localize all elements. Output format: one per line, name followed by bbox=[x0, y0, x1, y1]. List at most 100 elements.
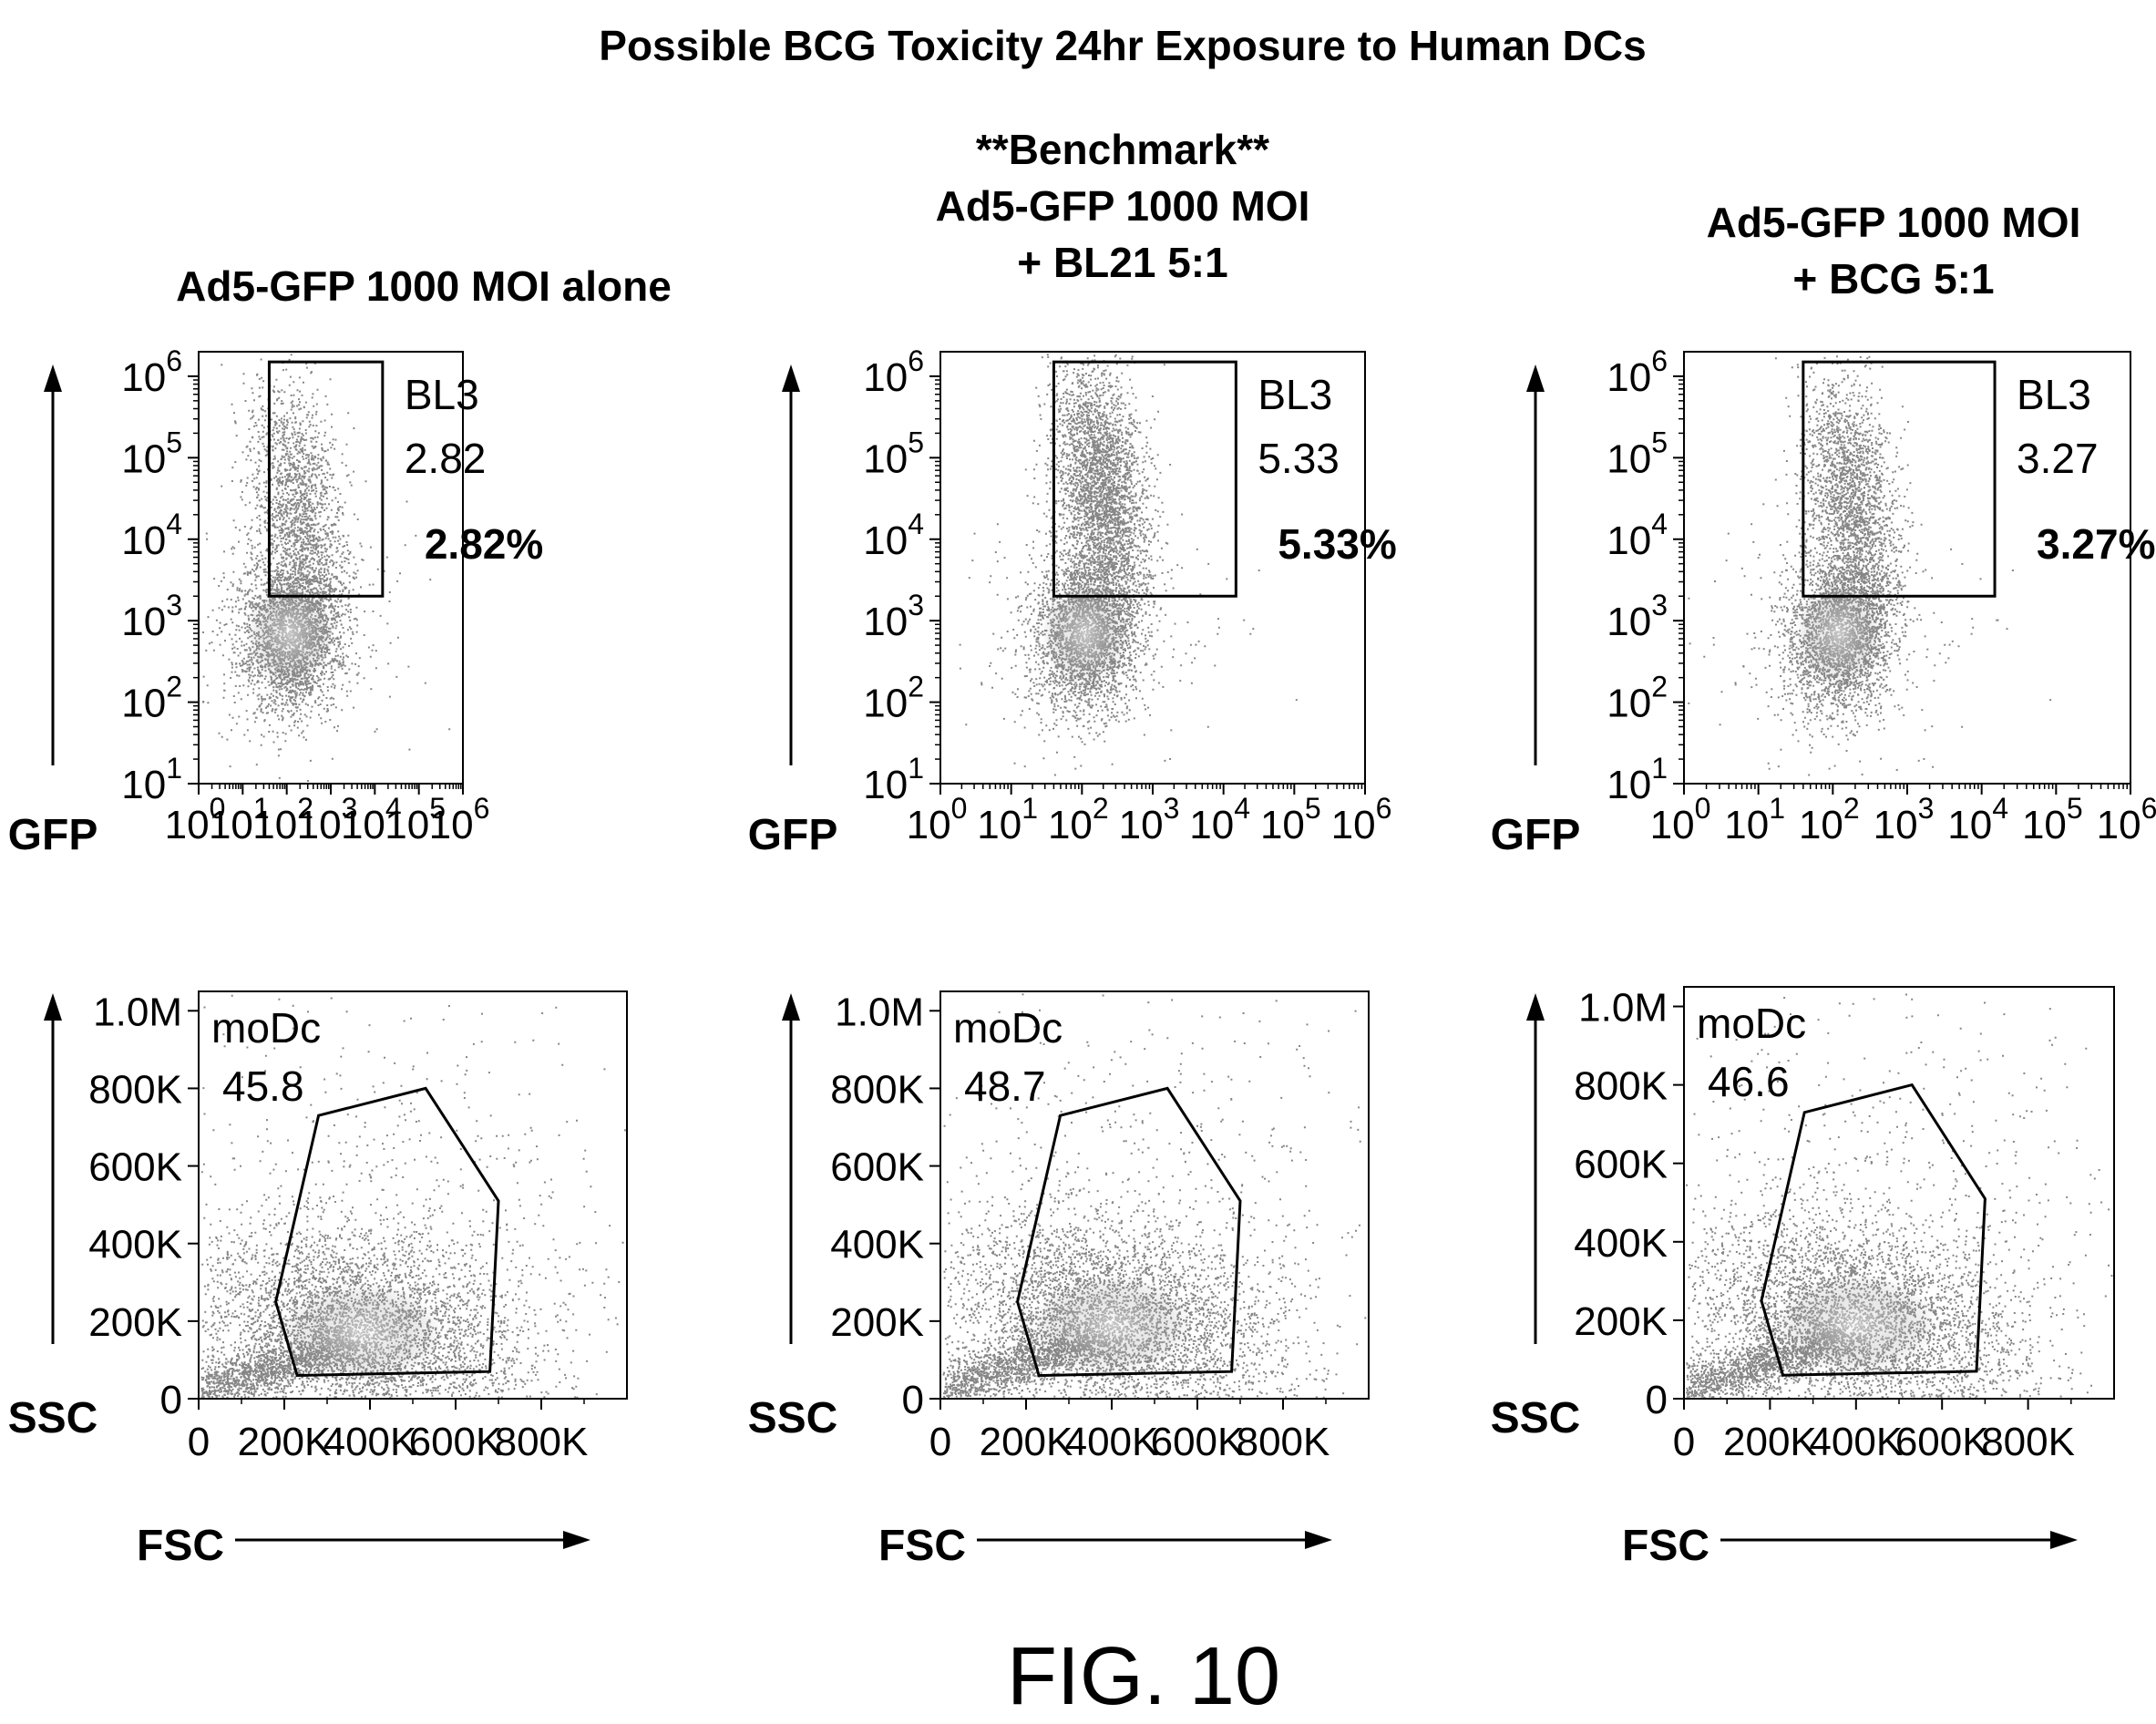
tick-base: 10 bbox=[863, 518, 908, 563]
gate-value: 48.7 bbox=[964, 1062, 1046, 1110]
x-axis-label: FSC bbox=[1622, 1522, 1709, 1570]
y-tick-label: 103 bbox=[863, 589, 924, 644]
y-tick-label: 0 bbox=[902, 1378, 924, 1422]
x-tick-label: 106 bbox=[2097, 792, 2156, 847]
y-tick-label: 104 bbox=[863, 508, 924, 563]
x-axis-arrowhead bbox=[563, 1531, 590, 1549]
tick-exponent: 2 bbox=[1843, 792, 1860, 825]
y-axis-arrowhead bbox=[1526, 364, 1545, 392]
tick-base: 10 bbox=[2022, 803, 2067, 847]
y-axis-label: GFP bbox=[1491, 811, 1581, 859]
population-core bbox=[1794, 580, 1883, 687]
gate-value: 3.27 bbox=[2017, 435, 2099, 482]
tick-base: 10 bbox=[863, 682, 908, 726]
y-tick-label: 104 bbox=[1607, 508, 1668, 563]
tick-base: 10 bbox=[1189, 803, 1234, 847]
tick-base: 10 bbox=[1607, 355, 1651, 400]
panel-title-line: Ad5-GFP 1000 MOI alone bbox=[176, 262, 672, 310]
ssc-fsc-scatter-panel: 0 200K400K600K800K0200K400K600K800K1.0MSS… bbox=[1491, 986, 2115, 1570]
gate-value: 46.6 bbox=[1708, 1058, 1790, 1105]
population-core bbox=[1773, 1274, 1938, 1375]
y-tick-label: 0 bbox=[160, 1378, 182, 1422]
y-tick-label: 105 bbox=[121, 426, 182, 481]
y-axis-arrowhead bbox=[44, 993, 62, 1021]
y-axis-arrowhead bbox=[44, 364, 62, 392]
y-tick-label: 106 bbox=[1607, 344, 1668, 400]
gate-name: moDc bbox=[1697, 1000, 1806, 1047]
gate-rectangle bbox=[1802, 360, 1997, 598]
event-dots bbox=[201, 354, 451, 782]
tick-exponent: 4 bbox=[1992, 792, 2008, 825]
y-tick-label: 200K bbox=[88, 1300, 182, 1345]
tick-base: 10 bbox=[907, 803, 951, 847]
tick-exponent: 5 bbox=[908, 426, 924, 458]
tick-base: 10 bbox=[121, 518, 166, 563]
x-tick-label: 600K bbox=[1895, 1420, 1989, 1464]
x-tick-label: 106 bbox=[429, 792, 490, 847]
tick-base: 10 bbox=[1048, 803, 1093, 847]
x-axis-arrowhead bbox=[1305, 1531, 1332, 1549]
event-dots bbox=[1688, 355, 2052, 776]
x-tick-label: 100 bbox=[1650, 792, 1711, 847]
tick-base: 10 bbox=[252, 803, 297, 847]
gate-rectangle bbox=[1052, 360, 1237, 598]
y-tick-label: 102 bbox=[863, 671, 924, 726]
gate-name: BL3 bbox=[2017, 371, 2091, 418]
x-tick-label: 800K bbox=[1237, 1420, 1330, 1464]
tick-exponent: 3 bbox=[166, 589, 182, 621]
tick-exponent: 5 bbox=[166, 426, 182, 458]
tick-exponent: 6 bbox=[1376, 792, 1392, 825]
tick-base: 10 bbox=[1607, 763, 1651, 807]
x-tick-label: 100 bbox=[165, 792, 226, 847]
tick-base: 10 bbox=[121, 355, 166, 400]
tick-base: 10 bbox=[863, 355, 908, 400]
x-tick-label: 600K bbox=[409, 1420, 503, 1464]
x-tick-label: 200K bbox=[980, 1420, 1073, 1464]
tick-exponent: 2 bbox=[1651, 671, 1668, 703]
y-tick-label: 1.0M bbox=[1578, 986, 1668, 1031]
x-tick-label: 101 bbox=[1724, 792, 1785, 847]
tick-exponent: 6 bbox=[908, 344, 924, 377]
tick-base: 10 bbox=[1947, 803, 1992, 847]
gate-name: BL3 bbox=[1258, 371, 1332, 418]
x-tick-label: 102 bbox=[1048, 792, 1109, 847]
panel-title-line: Ad5-GFP 1000 MOI bbox=[1707, 199, 2081, 246]
figure-label: FIG. 10 bbox=[1007, 1631, 1280, 1722]
x-tick-label: 400K bbox=[1809, 1420, 1903, 1464]
tick-exponent: 2 bbox=[1093, 792, 1109, 825]
tick-exponent: 4 bbox=[1651, 508, 1668, 540]
x-tick-label: 104 bbox=[1947, 792, 2008, 847]
panel-title-line: + BL21 5:1 bbox=[1017, 239, 1227, 286]
y-tick-label: 106 bbox=[121, 344, 182, 400]
tick-base: 10 bbox=[209, 803, 253, 847]
y-tick-label: 800K bbox=[88, 1067, 182, 1112]
population-core bbox=[279, 1282, 444, 1383]
y-axis-arrowhead bbox=[1526, 993, 1545, 1021]
gate-polygon bbox=[1760, 1083, 1987, 1377]
figure-title: Possible BCG Toxicity 24hr Exposure to H… bbox=[599, 22, 1646, 69]
tick-base: 10 bbox=[1874, 803, 1918, 847]
tick-exponent: 1 bbox=[1769, 792, 1785, 825]
tick-base: 10 bbox=[1607, 600, 1651, 644]
gate-value: 5.33 bbox=[1258, 435, 1340, 482]
tick-exponent: 6 bbox=[166, 344, 182, 377]
tick-base: 10 bbox=[1607, 436, 1651, 481]
y-axis-label: SSC bbox=[1491, 1394, 1581, 1442]
tick-base: 10 bbox=[1724, 803, 1769, 847]
gate-value: 2.82 bbox=[405, 435, 487, 482]
tick-exponent: 4 bbox=[166, 508, 182, 540]
tick-exponent: 5 bbox=[429, 792, 446, 825]
y-tick-label: 102 bbox=[121, 671, 182, 726]
x-tick-label: 100 bbox=[907, 792, 968, 847]
y-tick-label: 101 bbox=[121, 752, 182, 807]
tick-base: 10 bbox=[429, 803, 474, 847]
y-tick-label: 106 bbox=[863, 344, 924, 400]
gate-rectangle bbox=[267, 360, 385, 598]
gate-name: BL3 bbox=[405, 371, 479, 418]
tick-exponent: 1 bbox=[253, 792, 270, 825]
tick-exponent: 3 bbox=[1651, 589, 1668, 621]
x-tick-label: 101 bbox=[209, 792, 270, 847]
y-tick-label: 101 bbox=[863, 752, 924, 807]
